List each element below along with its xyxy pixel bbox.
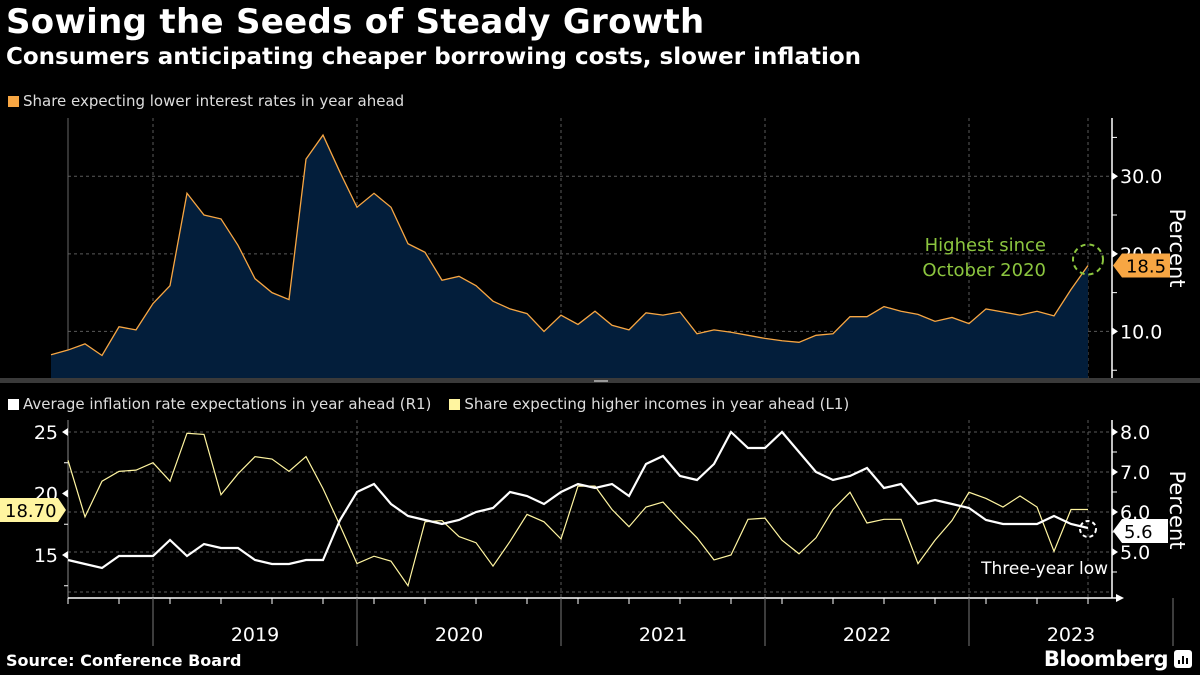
left-y-tick-label: 15 (34, 545, 58, 567)
legend-item-incomes: Share expecting higher incomes in year a… (449, 395, 849, 413)
panel-resize-handle[interactable] (594, 380, 608, 382)
annotation-text-line1: Highest since (925, 235, 1046, 256)
top-y-tick-label: 10.0 (1120, 321, 1162, 343)
x-tick-label-2021: 2021 (639, 624, 687, 646)
legend-swatch-yellow (449, 398, 461, 410)
top-y-tick-marker (1112, 327, 1118, 336)
right-y-tick-label: 6.0 (1120, 502, 1150, 524)
bottom-y-axis-title: Percent (1165, 470, 1189, 549)
legend-swatch-white (8, 398, 19, 410)
left-y-tick-label: 25 (34, 422, 58, 444)
top-y-tick-label: 30.0 (1120, 166, 1162, 188)
source-note: Source: Conference Board (6, 651, 242, 670)
x-tick-label-2022: 2022 (843, 624, 891, 646)
highlight-circle-top (1072, 243, 1104, 276)
legend-item-lower-rates: Share expecting lower interest rates in … (8, 92, 404, 110)
bottom-chart-legend: Average inflation rate expectations in y… (8, 395, 867, 413)
legend-swatch-orange (8, 95, 19, 107)
left-y-tick-marker (62, 489, 68, 498)
right-y-tick-marker (1112, 508, 1118, 516)
last-value-tag-top-label: 18.5 (1126, 256, 1166, 277)
annotation-text-line2: October 2020 (922, 260, 1046, 281)
right-y-tick-marker (1112, 548, 1118, 556)
x-tick-label-2023: 2023 (1047, 624, 1095, 646)
left-y-tick-marker (62, 428, 68, 436)
left-y-tick-marker (62, 551, 68, 559)
top-area-fill (51, 135, 1088, 378)
right-y-tick-label: 8.0 (1120, 422, 1150, 444)
annotation-three-year-low: Three-year low (980, 559, 1108, 579)
last-value-tag-top (1113, 253, 1170, 278)
series-line-inflation-expectations (67, 430, 1089, 570)
bloomberg-logo: Bloomberg (1043, 647, 1169, 671)
top-y-tick-marker (1112, 249, 1118, 258)
last-value-tag-left (0, 498, 66, 522)
top-series-line-lower-rates (50, 133, 1089, 357)
top-y-tick-marker (1112, 172, 1118, 181)
legend-label: Average inflation rate expectations in y… (23, 395, 432, 413)
x-tick-label-2020: 2020 (435, 624, 483, 646)
legend-label: Share expecting lower interest rates in … (23, 92, 405, 110)
right-y-tick-label: 5.0 (1120, 542, 1150, 564)
chart-subtitle: Consumers anticipating cheaper borrowing… (6, 44, 861, 70)
last-value-tag-left-label: 18.70 (5, 501, 57, 522)
bloomberg-chart-icon (1174, 650, 1192, 668)
x-tick-label-2019: 2019 (231, 624, 279, 646)
last-value-tag-right (1113, 519, 1168, 543)
right-y-tick-marker (1112, 468, 1118, 476)
right-y-tick-marker (1112, 428, 1118, 436)
x-axis-arrow (1116, 594, 1124, 602)
series-line-higher-incomes (67, 432, 1088, 588)
top-chart-legend: Share expecting lower interest rates in … (8, 92, 422, 110)
right-y-tick-label: 7.0 (1120, 462, 1150, 484)
chart-title: Sowing the Seeds of Steady Growth (6, 2, 705, 42)
legend-item-inflation: Average inflation rate expectations in y… (8, 395, 431, 413)
last-value-tag-right-label: 5.6 (1124, 522, 1153, 543)
highlight-circle-bottom (1079, 520, 1097, 538)
legend-label: Share expecting higher incomes in year a… (464, 395, 850, 413)
